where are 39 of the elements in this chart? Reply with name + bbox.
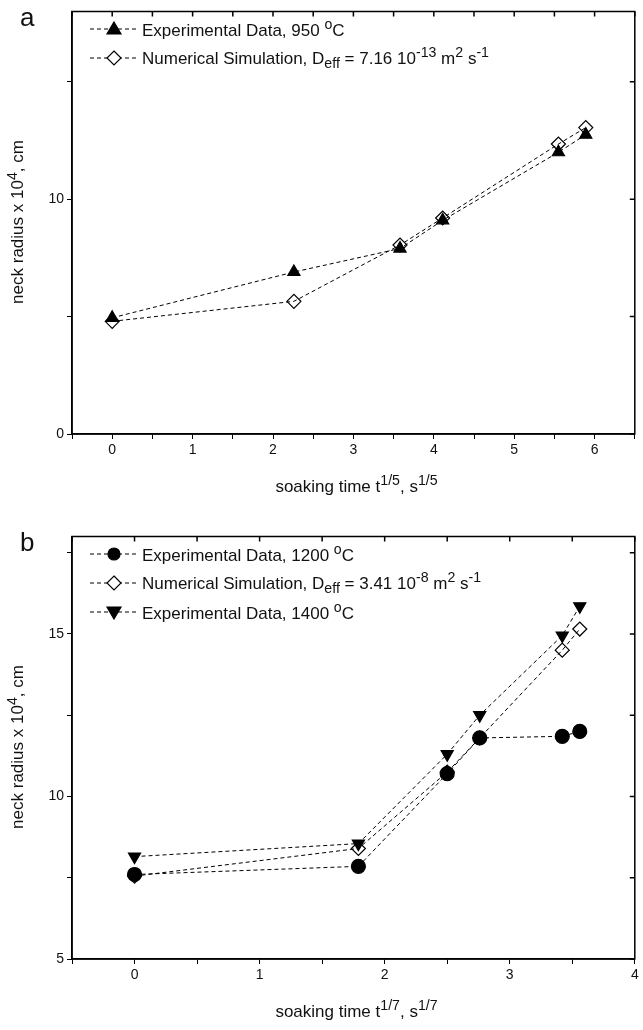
point — [573, 602, 587, 614]
x-tick-label: 0 — [130, 966, 139, 983]
x-tick-label: 2 — [269, 441, 278, 458]
legend-label: Numerical Simulation, D$_{eff}$ = 7.16 10$^{-13}$ m$^{2}$ s$^{-1}$ — [142, 43, 489, 72]
x-tick-label: 2 — [380, 966, 389, 983]
y-tick-label: 15 — [48, 624, 65, 641]
x-axis-title: soaking time t$^{1/5}$, s$^{1/5}$ — [274, 472, 439, 497]
point — [554, 728, 570, 744]
x-tick-label: 5 — [510, 441, 519, 458]
point — [440, 750, 454, 762]
x-tick-label: 0 — [108, 441, 117, 458]
point — [572, 723, 588, 740]
legend-label: Experimental Data, 1200 $^{o}$C — [142, 541, 354, 566]
point — [550, 136, 567, 152]
point — [554, 642, 570, 658]
x-tick-label: 1 — [188, 441, 197, 458]
point — [286, 293, 302, 309]
x-tick-label: 3 — [349, 441, 358, 458]
text: b — [20, 527, 35, 558]
x-tick-label: 3 — [505, 966, 514, 983]
x-axis-title: soaking time t$^{1/7}$, s$^{1/7}$ — [274, 997, 439, 1022]
y-tick-label: 10 — [48, 190, 65, 207]
x-tick-label: 1 — [255, 966, 264, 983]
point — [572, 621, 588, 637]
x-tick-label: 6 — [590, 441, 599, 458]
y-tick-label: 5 — [56, 949, 65, 966]
point — [350, 858, 366, 874]
point — [287, 264, 301, 277]
point — [127, 852, 142, 865]
y-tick-label: 10 — [48, 787, 65, 804]
x-tick-label: 4 — [429, 441, 438, 458]
legend-label: Experimental Data, 950 $^{o}$C — [142, 16, 345, 41]
point — [555, 631, 569, 644]
legend-label: Numerical Simulation, D$_{eff}$ = 3.41 10$^{-8}$ m$^{2}$ s$^{-1}$ — [142, 568, 482, 597]
legend-label: Experimental Data, 1400 $^{o}$C — [142, 599, 354, 624]
y-tick-label: 0 — [56, 424, 65, 441]
point — [473, 711, 487, 723]
text: a — [20, 2, 35, 33]
x-tick-label: 4 — [630, 966, 639, 983]
